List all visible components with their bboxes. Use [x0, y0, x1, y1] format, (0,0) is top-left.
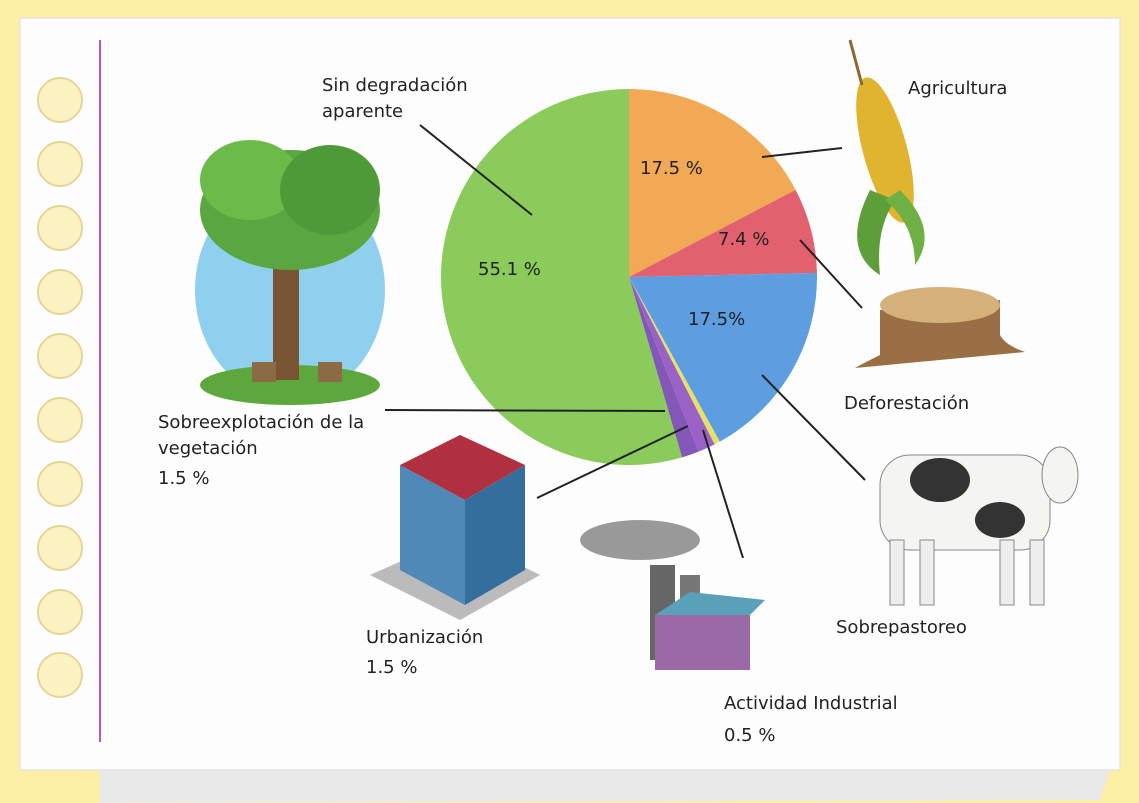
- value-label: 1.5 %: [158, 466, 209, 492]
- category-label: Deforestación: [844, 391, 1044, 417]
- category-label: Sobreexplotación de la vegetación: [158, 410, 388, 462]
- value-label: 1.5 %: [366, 655, 417, 681]
- value-label: 7.4 %: [718, 227, 769, 253]
- leader-line: [385, 410, 665, 411]
- value-label: 17.5%: [688, 307, 745, 333]
- value-label: 17.5 %: [640, 156, 703, 182]
- category-label: Urbanización: [366, 625, 566, 651]
- tree-illustration: [195, 140, 385, 405]
- category-label: Actividad Industrial: [724, 691, 984, 717]
- category-label: Sobrepastoreo: [836, 615, 1036, 641]
- category-label: Sin degradación aparente: [322, 73, 492, 125]
- value-label: 0.5 %: [724, 723, 775, 749]
- page: Agricultura 17.5 % Deforestación 7.4 % Sobre…: [0, 0, 1139, 803]
- value-label: 55.1 %: [478, 257, 541, 283]
- category-label: Agricultura: [908, 76, 1058, 102]
